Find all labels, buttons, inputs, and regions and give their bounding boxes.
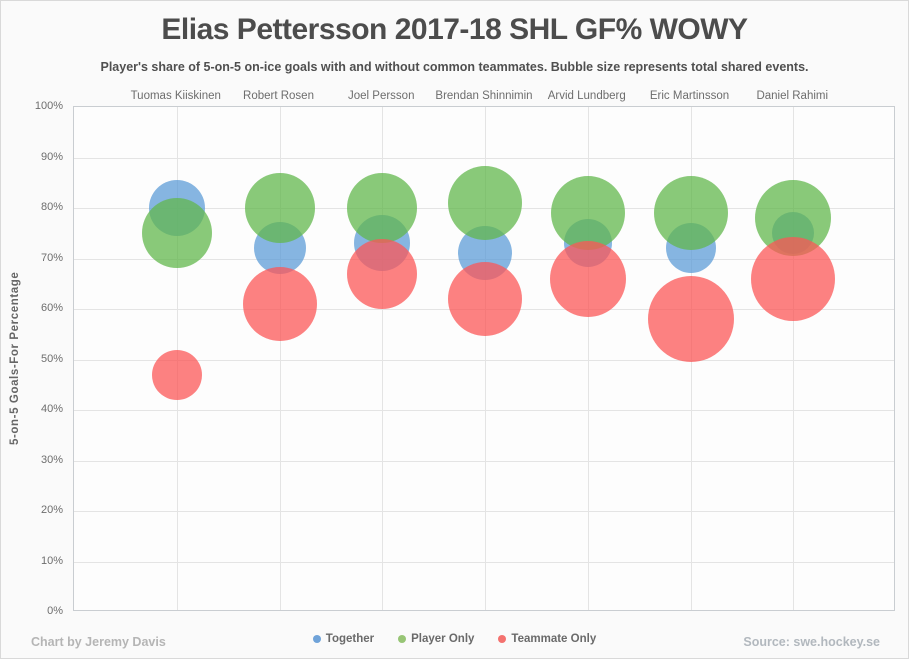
y-tick-label: 60% <box>40 302 63 314</box>
y-tick-label: 50% <box>40 352 63 365</box>
column-header-daniel-rahimi: Daniel Rahimi <box>756 90 829 102</box>
bubble-player-only-tuomas-kiiskinen[interactable] <box>141 198 212 269</box>
bubble-teammate-only-daniel-rahimi[interactable] <box>751 236 836 321</box>
bubble-player-only-robert-rosen[interactable] <box>244 173 315 243</box>
legend-label: Teammate Only <box>511 633 597 645</box>
legend-dot-icon <box>498 635 507 643</box>
bubble-teammate-only-eric-martinsson[interactable] <box>647 276 734 363</box>
bubble-player-only-arvid-lundberg[interactable] <box>550 176 625 251</box>
y-tick-label: 80% <box>40 201 63 213</box>
vertical-gridline <box>382 107 384 610</box>
bubble-teammate-only-robert-rosen[interactable] <box>242 266 317 341</box>
horizontal-gridline <box>74 511 894 512</box>
horizontal-gridline <box>74 561 894 563</box>
y-tick-label: 100% <box>34 100 63 112</box>
bubble-teammate-only-joel-persson[interactable] <box>347 238 418 309</box>
horizontal-gridline <box>74 359 894 361</box>
chart-title: Elias Pettersson 2017-18 SHL GF% WOWY <box>161 13 748 46</box>
credit-text: Chart by Jeremy Davis <box>31 635 166 649</box>
legend: Together Player Only Teammate Only <box>1 633 908 645</box>
vertical-gridline <box>279 107 281 610</box>
legend-item-player-only[interactable]: Player Only <box>398 633 474 645</box>
column-header-eric-martinsson: Eric Martinsson <box>649 90 730 102</box>
column-header-brendan-shinnimin: Brendan Shinnimin <box>435 90 533 102</box>
y-tick-label: 70% <box>40 251 63 264</box>
horizontal-gridline <box>74 157 894 159</box>
legend-label: Player Only <box>411 633 475 645</box>
bubble-player-only-brendan-shinnimin[interactable] <box>448 165 522 240</box>
y-tick-label: 40% <box>40 403 63 415</box>
bubble-teammate-only-tuomas-kiiskinen[interactable] <box>151 349 202 400</box>
legend-dot-icon <box>312 635 321 643</box>
source-text: Source: swe.hockey.se <box>743 635 880 649</box>
legend-dot-icon <box>398 635 407 643</box>
y-tick-label: 90% <box>40 150 63 163</box>
bubble-player-only-joel-persson[interactable] <box>347 173 418 243</box>
column-header-tuomas-kiiskinen: Tuomas Kiiskinen <box>130 90 221 102</box>
legend-item-together[interactable]: Together <box>312 633 375 645</box>
bubble-teammate-only-arvid-lundberg[interactable] <box>549 240 626 317</box>
column-header-robert-rosen: Robert Rosen <box>243 90 314 102</box>
y-tick-label: 30% <box>40 453 63 466</box>
chart-subtitle: Player's share of 5-on-5 on-ice goals wi… <box>100 60 809 74</box>
bubble-player-only-eric-martinsson[interactable] <box>653 176 728 251</box>
bubble-teammate-only-brendan-shinnimin[interactable] <box>448 261 522 336</box>
horizontal-gridline <box>74 410 894 411</box>
plot-area <box>73 106 895 611</box>
vertical-gridline <box>793 107 795 610</box>
legend-label: Together <box>325 633 375 645</box>
y-tick-label: 20% <box>40 504 63 516</box>
horizontal-gridline <box>74 460 894 462</box>
y-tick-label: 10% <box>40 554 63 567</box>
vertical-gridline <box>485 107 486 610</box>
legend-item-teammate-only[interactable]: Teammate Only <box>498 633 596 645</box>
column-header-joel-persson: Joel Persson <box>348 90 415 102</box>
vertical-gridline <box>587 107 589 610</box>
column-header-arvid-lundberg: Arvid Lundberg <box>547 90 626 102</box>
y-tick-label: 0% <box>47 605 63 617</box>
